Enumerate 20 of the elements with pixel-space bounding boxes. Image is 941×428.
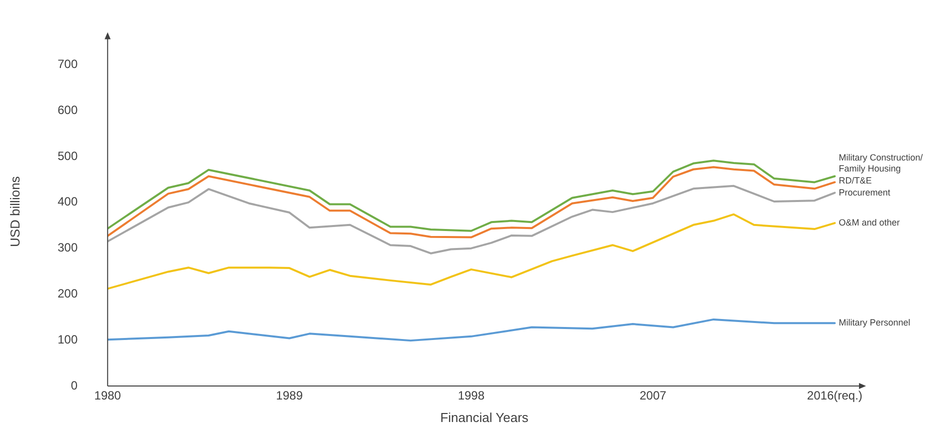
series-label: Procurement — [838, 187, 891, 198]
series-label: O&M and other — [838, 218, 900, 228]
y-tick-label: 100 — [58, 332, 78, 346]
x-tick-label: 1989 — [276, 388, 304, 403]
x-tick-label: 2007 — [640, 388, 667, 403]
y-tick-label: 600 — [58, 102, 78, 117]
x-tick-label: 1980 — [94, 388, 122, 403]
y-axis-title: USD billions — [7, 176, 22, 248]
y-tick-label: 200 — [58, 286, 78, 301]
y-tick-label: 0 — [70, 378, 78, 392]
y-tick-label: 700 — [58, 57, 78, 72]
series-label: Military Personnel — [838, 318, 910, 328]
x-tick-label: 1998 — [458, 388, 485, 403]
y-tick-label: 400 — [58, 194, 78, 209]
x-axis-title: Financial Years — [440, 410, 529, 425]
y-tick-label: 300 — [58, 240, 78, 255]
series-label: Military Construction/Family Housing — [838, 152, 924, 174]
x-tick-label: 2016(req.) — [807, 388, 862, 403]
y-tick-label: 500 — [58, 148, 78, 163]
series-label: RD/T&E — [838, 175, 872, 186]
